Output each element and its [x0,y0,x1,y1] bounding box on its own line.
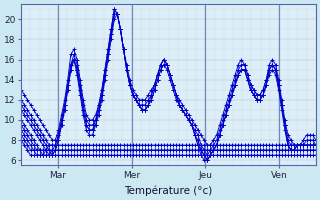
X-axis label: Température (°c): Température (°c) [124,185,213,196]
